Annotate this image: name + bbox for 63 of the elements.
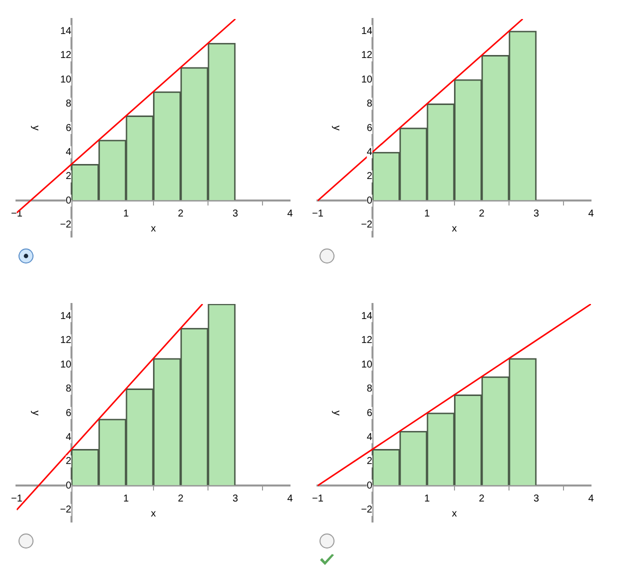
y-axis-title: y bbox=[30, 126, 42, 130]
x-axis-title: x bbox=[150, 223, 156, 234]
y-tick-label: 12 bbox=[361, 50, 373, 62]
y-tick-label: 4 bbox=[366, 146, 373, 158]
x-tick-label: 1 bbox=[424, 208, 430, 220]
y-tick-label: 4 bbox=[66, 432, 72, 443]
y-tick-label: 6 bbox=[66, 122, 72, 134]
y-tick-label: 6 bbox=[366, 408, 373, 419]
y-tick-label: −2 bbox=[360, 220, 373, 231]
y-tick-label: 10 bbox=[361, 359, 373, 370]
y-tick-label: 12 bbox=[361, 335, 373, 346]
x-tick-label: 4 bbox=[588, 493, 594, 504]
y-tick-label: 2 bbox=[66, 456, 72, 468]
x-tick-label: 1 bbox=[424, 493, 430, 504]
y-axis-title: y bbox=[331, 410, 342, 416]
y-tick-label: 4 bbox=[66, 146, 72, 158]
y-tick-label: 14 bbox=[60, 26, 72, 37]
y-tick-label: 10 bbox=[60, 359, 72, 370]
x-tick-label: 4 bbox=[287, 493, 294, 504]
y-tick-label: 8 bbox=[66, 384, 72, 395]
x-tick-label: −1 bbox=[312, 493, 324, 504]
x-tick-label: 2 bbox=[178, 208, 184, 220]
y-tick-label: 0 bbox=[66, 195, 72, 206]
x-tick-label: 4 bbox=[287, 208, 294, 220]
x-axis-title: x bbox=[452, 508, 457, 520]
x-axis-title: x bbox=[452, 223, 457, 234]
y-tick-label: −2 bbox=[60, 220, 72, 231]
y-tick-label: −2 bbox=[360, 504, 373, 516]
y-tick-label: 6 bbox=[366, 122, 373, 134]
x-tick-label: −1 bbox=[312, 208, 324, 220]
x-tick-label: 3 bbox=[232, 208, 239, 220]
x-tick-label: 3 bbox=[534, 493, 540, 504]
y-axis-title: y bbox=[30, 410, 42, 416]
x-tick-label: 1 bbox=[123, 493, 130, 504]
y-tick-label: 14 bbox=[361, 310, 373, 322]
y-tick-label: 8 bbox=[366, 98, 373, 110]
y-tick-label: 10 bbox=[60, 74, 72, 86]
x-tick-label: 2 bbox=[478, 208, 485, 220]
y-tick-label: 8 bbox=[66, 98, 72, 110]
x-tick-label: 1 bbox=[123, 208, 130, 220]
x-tick-label: 2 bbox=[478, 493, 485, 504]
x-tick-label: 3 bbox=[232, 493, 239, 504]
y-tick-label: 2 bbox=[366, 456, 373, 468]
y-tick-label: −2 bbox=[60, 504, 72, 516]
y-tick-label: 0 bbox=[366, 195, 373, 206]
y-tick-label: 14 bbox=[60, 310, 72, 322]
y-tick-label: 2 bbox=[66, 171, 72, 182]
y-tick-label: 12 bbox=[60, 50, 72, 62]
x-axis-title: x bbox=[150, 508, 156, 520]
y-tick-label: 12 bbox=[60, 335, 72, 346]
y-tick-label: 10 bbox=[361, 74, 373, 86]
y-tick-label: 2 bbox=[366, 171, 373, 182]
x-tick-label: 4 bbox=[588, 208, 594, 220]
x-tick-label: 2 bbox=[178, 493, 184, 504]
y-axis-title: y bbox=[331, 126, 342, 130]
y-tick-label: 6 bbox=[66, 408, 72, 419]
y-tick-label: 0 bbox=[366, 480, 373, 492]
x-tick-label: 3 bbox=[534, 208, 540, 220]
y-tick-label: 14 bbox=[361, 26, 373, 37]
y-tick-label: 8 bbox=[366, 384, 373, 395]
y-tick-label: 4 bbox=[366, 432, 373, 443]
x-tick-label: −1 bbox=[11, 493, 23, 504]
y-tick-label: 0 bbox=[66, 480, 72, 492]
